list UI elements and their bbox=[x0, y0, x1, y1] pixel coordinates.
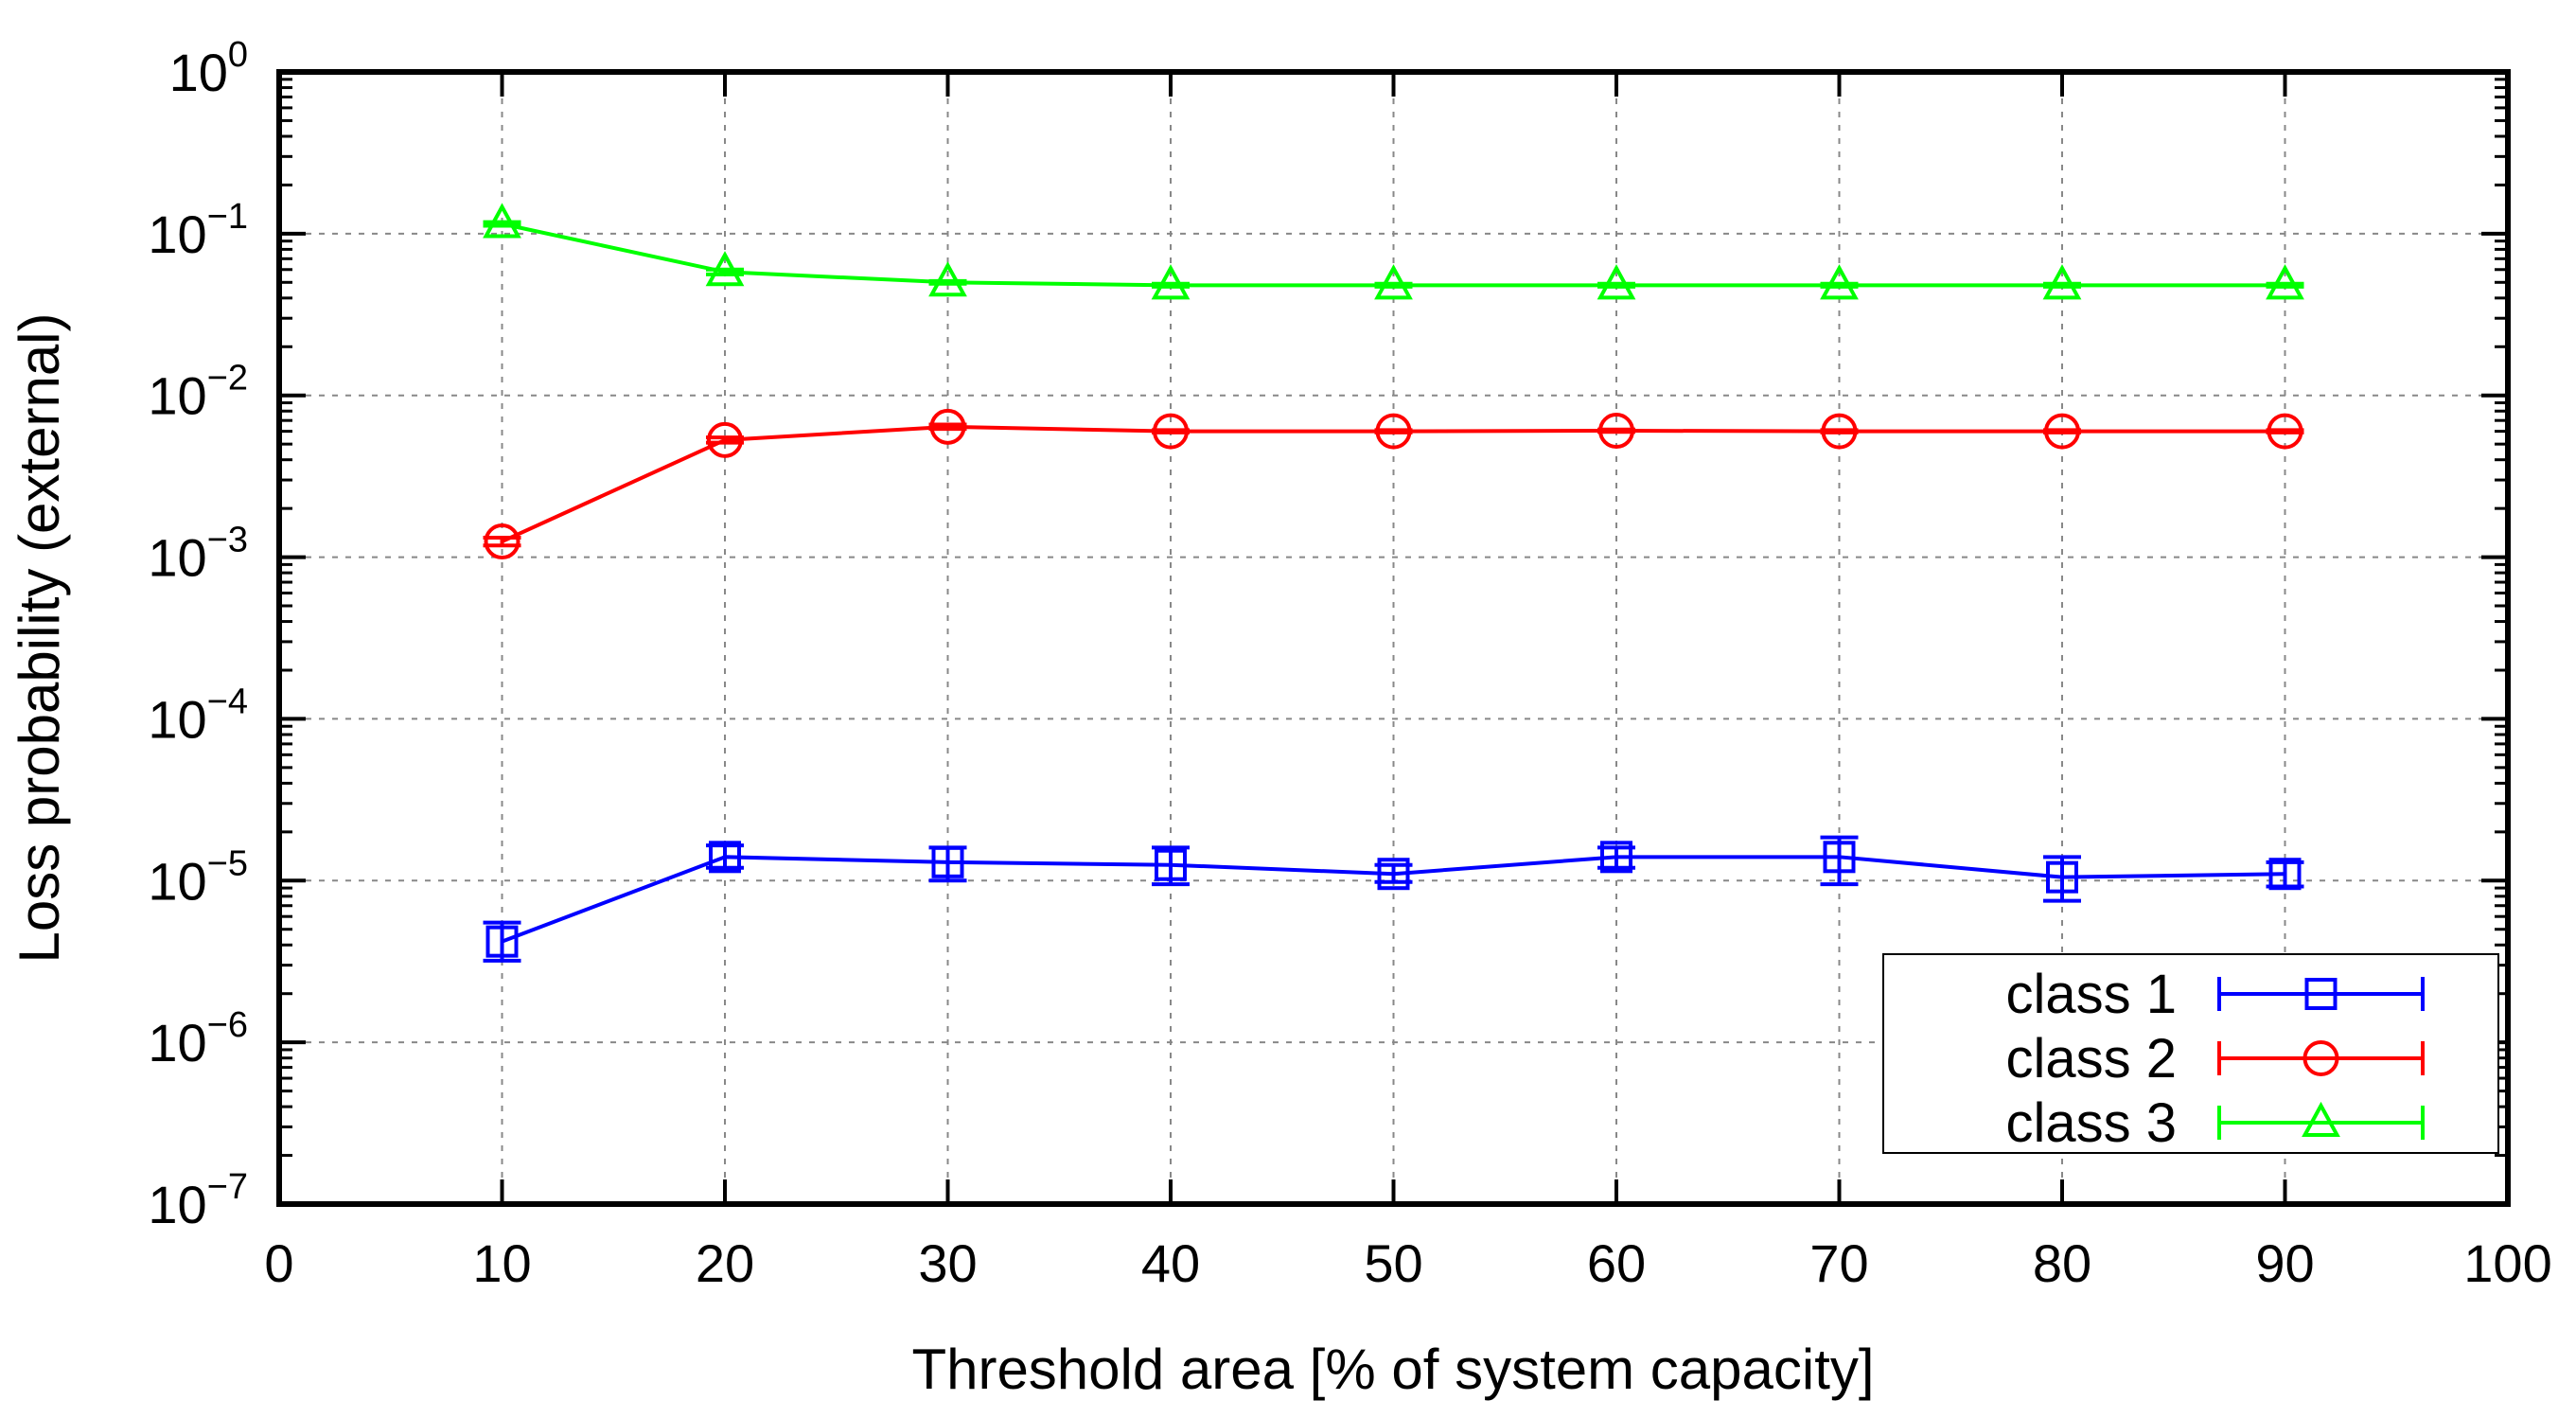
data-point bbox=[483, 203, 521, 239]
y-axis-label: Loss probability (external) bbox=[8, 313, 71, 964]
data-point bbox=[707, 421, 743, 458]
data-point bbox=[1377, 858, 1410, 891]
data-point bbox=[2044, 413, 2080, 450]
data-point bbox=[1153, 413, 1189, 450]
x-tick-label: 80 bbox=[2033, 1233, 2091, 1293]
x-tick-label: 50 bbox=[1364, 1233, 1422, 1293]
data-point bbox=[1600, 841, 1632, 874]
x-tick-label: 0 bbox=[264, 1233, 293, 1293]
series-2 bbox=[483, 408, 2304, 560]
data-point bbox=[2268, 858, 2302, 891]
data-point bbox=[1823, 841, 1856, 874]
series-layer bbox=[483, 203, 2304, 963]
x-tick-label: 30 bbox=[918, 1233, 977, 1293]
data-point bbox=[709, 841, 741, 874]
y-tick-label: 10−6 bbox=[148, 1005, 248, 1072]
data-point bbox=[1597, 264, 1636, 300]
data-point bbox=[1820, 264, 1859, 300]
data-point bbox=[1374, 264, 1413, 300]
data-point bbox=[2266, 264, 2304, 300]
data-point bbox=[484, 523, 520, 560]
x-tick-label: 60 bbox=[1587, 1233, 1646, 1293]
legend-marker bbox=[2302, 1101, 2340, 1137]
legend-marker bbox=[2303, 1040, 2339, 1076]
data-point bbox=[1375, 413, 1412, 450]
x-tick-label: 40 bbox=[1141, 1233, 1200, 1293]
data-point bbox=[1151, 264, 1191, 300]
y-tick-label: 10−5 bbox=[148, 843, 248, 911]
x-tick-label: 10 bbox=[472, 1233, 531, 1293]
legend-label: class 2 bbox=[2005, 1028, 2177, 1090]
y-tick-label: 10−4 bbox=[148, 682, 248, 749]
data-point bbox=[1821, 413, 1858, 450]
series-1 bbox=[483, 835, 2304, 963]
data-point bbox=[485, 925, 519, 958]
legend-label: class 1 bbox=[2005, 964, 2177, 1025]
data-point bbox=[2267, 413, 2303, 450]
x-axis-label: Threshold area [% of system capacity] bbox=[911, 1338, 1874, 1401]
legend-box bbox=[1882, 953, 2499, 1154]
y-tick-label: 10−3 bbox=[148, 521, 248, 588]
data-point bbox=[931, 845, 964, 878]
y-tick-label: 10−1 bbox=[148, 197, 248, 264]
series-3 bbox=[483, 203, 2304, 300]
y-tick-label: 10−2 bbox=[148, 359, 248, 426]
y-tick-label: 10−7 bbox=[148, 1167, 248, 1234]
data-point bbox=[2046, 860, 2078, 894]
x-tick-label: 90 bbox=[2255, 1233, 2314, 1293]
x-tick-label: 100 bbox=[2463, 1233, 2551, 1293]
legend-marker bbox=[2304, 978, 2338, 1010]
y-tick-label: 100 bbox=[169, 35, 248, 102]
x-tick-label: 70 bbox=[1809, 1233, 1868, 1293]
data-point bbox=[2042, 264, 2082, 300]
data-point bbox=[1155, 848, 1187, 881]
legend-label: class 3 bbox=[2005, 1092, 2177, 1154]
data-point bbox=[1598, 413, 1634, 450]
data-point bbox=[928, 261, 967, 297]
x-tick-label: 20 bbox=[696, 1233, 754, 1293]
data-point bbox=[705, 251, 745, 287]
ticks: 0 10 20 30 40 50 60 70 80 90 100 10−7 10−6 10−5 10−4 10… bbox=[148, 35, 2551, 1293]
data-point bbox=[929, 408, 966, 445]
